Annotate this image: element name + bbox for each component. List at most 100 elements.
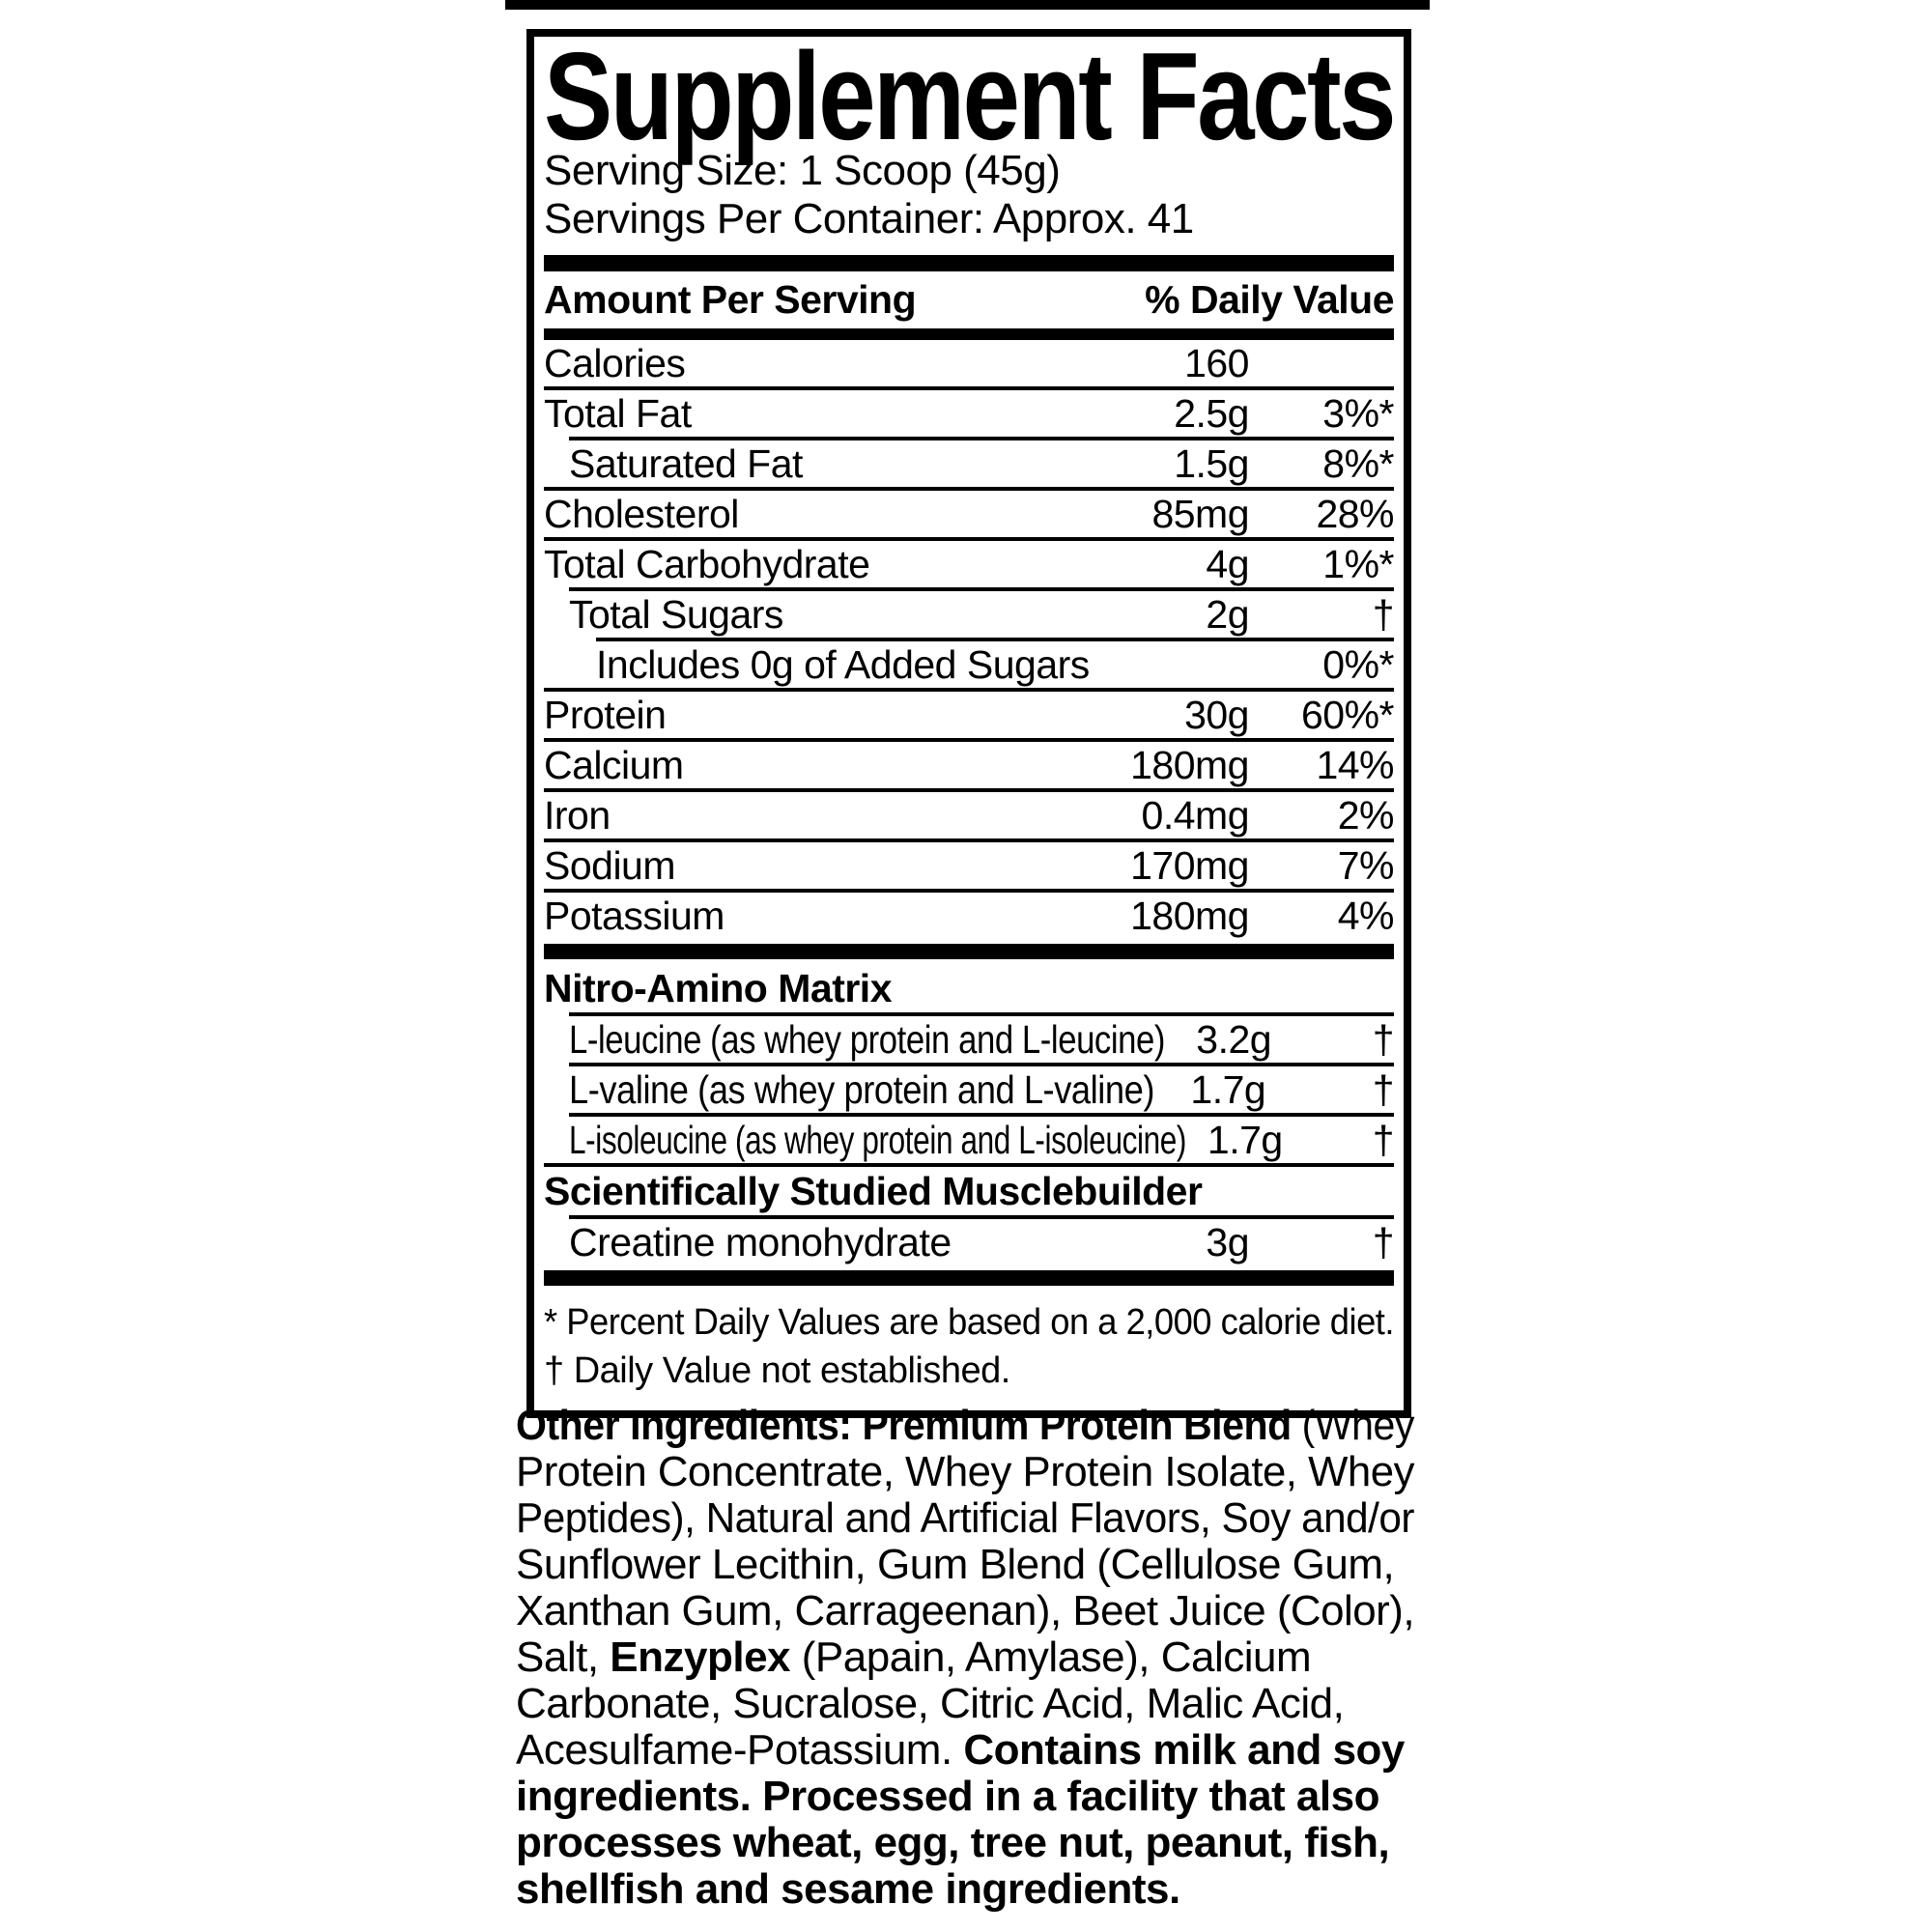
section-heading: Scientifically Studied Musclebuilder xyxy=(544,1168,1203,1213)
nutrient-rows: Calories 160 Total Fat 2.5g 3%* Saturated Fat… xyxy=(544,340,1395,1286)
paragraph-line: Xanthan Gum, Carrageenan), Beet Juice (C… xyxy=(516,1587,1414,1634)
nutrient-name: L-isoleucine (as whey protein and L-isol… xyxy=(569,1117,1186,1162)
nutrient-row: L-isoleucine (as whey protein and L-isol… xyxy=(544,1117,1395,1163)
column-header-amount: Amount Per Serving xyxy=(544,277,917,322)
row-separator xyxy=(544,838,1394,842)
nutrient-amount: 180mg xyxy=(1130,742,1249,787)
row-separator xyxy=(569,587,1394,591)
nutrient-amount: 2g xyxy=(1206,591,1249,637)
nutrient-name: Total Sugars xyxy=(569,591,783,637)
nutrient-amount: 170mg xyxy=(1130,842,1249,888)
nutrient-amount: 2.5g xyxy=(1174,390,1249,436)
serving-size-line: Serving Size: 1 Scoop (45g) xyxy=(544,147,1061,194)
nutrient-daily-value: 4% xyxy=(1337,893,1395,938)
paragraph-line: ingredients. Processed in a facility tha… xyxy=(516,1773,1379,1820)
nutrient-daily-value: 28% xyxy=(1316,491,1394,536)
footnote-dagger: † Daily Value not established. xyxy=(544,1350,1010,1391)
nutrient-name: Calcium xyxy=(544,742,684,787)
nutrient-amount: 3.2g xyxy=(1196,1016,1272,1062)
paragraph-line: Peptides), Natural and Artificial Flavor… xyxy=(516,1494,1414,1542)
row-separator xyxy=(569,437,1394,440)
row-separator xyxy=(569,1113,1394,1117)
nutrient-row: L-valine (as whey protein and L-valine) 1… xyxy=(544,1066,1394,1113)
table-header: Amount Per Serving % Daily Value xyxy=(544,271,1394,328)
thick-divider xyxy=(544,1270,1394,1286)
paragraph-line: shellfish and sesame ingredients. xyxy=(516,1865,1180,1913)
nutrient-row: Total Fat 2.5g 3%* xyxy=(544,390,1395,437)
nutrient-daily-value: † xyxy=(1372,1117,1395,1162)
nutrient-amount: 160 xyxy=(1184,340,1249,385)
nutrient-daily-value: 2% xyxy=(1337,792,1395,838)
nutrient-daily-value: 8%* xyxy=(1322,440,1394,486)
header-bottom-bar xyxy=(544,328,1394,340)
nutrient-amount: 180mg xyxy=(1130,893,1249,938)
nutrient-daily-value: 0%* xyxy=(1322,641,1394,687)
nutrient-row: Total Carbohydrate 4g 1%* xyxy=(544,541,1395,587)
nutrient-name: Potassium xyxy=(544,893,724,938)
paragraph-line: Salt, Enzyplex (Papain, Amylase), Calciu… xyxy=(516,1634,1312,1681)
nutrient-row: Calories 160 xyxy=(544,340,1394,386)
nutrient-row: Protein 30g 60%* xyxy=(544,692,1395,738)
nutrient-name: Includes 0g of Added Sugars xyxy=(596,641,1090,687)
servings-per-container-line: Servings Per Container: Approx. 41 xyxy=(544,195,1194,242)
row-separator xyxy=(544,537,1394,541)
nutrient-name: Saturated Fat xyxy=(569,440,803,486)
paragraph-line: Acesulfame-Potassium. Contains milk and … xyxy=(516,1726,1405,1774)
nutrient-name: Sodium xyxy=(544,842,676,888)
footnote-asterisk: * Percent Daily Values are based on a 2,… xyxy=(544,1302,1394,1343)
nutrient-name: Calories xyxy=(544,340,686,385)
nutrient-row: Iron 0.4mg 2% xyxy=(544,792,1395,838)
nutrient-name: L-leucine (as whey protein and L-leucine… xyxy=(569,1016,1165,1062)
nutrient-amount: 1.5g xyxy=(1174,440,1249,486)
row-separator xyxy=(544,688,1394,692)
other-ingredients-paragraph: Other Ingredients: Premium Protein Blend… xyxy=(516,1403,1414,1913)
nutrient-daily-value: 7% xyxy=(1337,842,1395,888)
nutrient-name: Iron xyxy=(544,792,611,838)
nutrient-daily-value: † xyxy=(1372,591,1395,637)
row-separator xyxy=(544,1163,1394,1167)
nutrient-amount: 1.7g xyxy=(1190,1066,1266,1112)
nutrient-row: Sodium 170mg 7% xyxy=(544,842,1395,889)
row-separator xyxy=(544,386,1394,390)
row-separator xyxy=(569,1063,1394,1066)
nutrient-name: L-valine (as whey protein and L-valine) xyxy=(569,1066,1154,1112)
nutrient-daily-value: 1%* xyxy=(1322,541,1394,586)
paragraph-line: Other Ingredients: Premium Protein Blend… xyxy=(516,1402,1414,1449)
nutrient-row: Cholesterol 85mg 28% xyxy=(544,491,1395,537)
nutrient-amount: 30g xyxy=(1184,692,1249,737)
nutrient-row: Potassium 180mg 4% xyxy=(544,893,1395,939)
panel-title: Supplement Facts xyxy=(544,27,1396,166)
column-header-daily-value: % Daily Value xyxy=(1145,277,1394,322)
nutrient-row: L-leucine (as whey protein and L-leucine… xyxy=(544,1016,1395,1063)
nutrient-row: Creatine monohydrate 3g † xyxy=(544,1219,1395,1265)
nutrient-amount: 3g xyxy=(1206,1219,1249,1264)
nutrient-name: Cholesterol xyxy=(544,491,739,536)
thick-divider xyxy=(544,944,1394,959)
nutrient-row: Saturated Fat 1.5g 8%* xyxy=(544,440,1395,487)
row-separator xyxy=(544,738,1394,742)
row-separator xyxy=(544,487,1394,491)
top-cut-line xyxy=(505,0,1430,10)
nutrient-daily-value: 60%* xyxy=(1300,692,1395,737)
row-separator xyxy=(569,1012,1394,1016)
nutrient-name: Total Carbohydrate xyxy=(544,541,870,586)
row-separator xyxy=(544,788,1394,792)
nutrient-daily-value: 14% xyxy=(1316,742,1394,787)
nutrient-name: Total Fat xyxy=(544,390,692,436)
nutrient-row: Calcium 180mg 14% xyxy=(544,742,1395,788)
nutrient-amount: 4g xyxy=(1206,541,1249,586)
nutrient-row: Total Sugars 2g † xyxy=(544,591,1395,638)
nutrient-amount: 85mg xyxy=(1151,491,1249,536)
row-separator xyxy=(596,638,1394,641)
paragraph-line: Carbonate, Sucralose, Citric Acid, Malic… xyxy=(516,1680,1345,1727)
nutrient-name: Creatine monohydrate xyxy=(569,1219,952,1264)
nutrient-amount: 1.7g xyxy=(1207,1117,1283,1162)
paragraph-line: Sunflower Lecithin, Gum Blend (Cellulose… xyxy=(516,1541,1395,1588)
nutrient-daily-value: 3%* xyxy=(1322,390,1394,436)
header-top-bar xyxy=(544,255,1394,271)
paragraph-line: Protein Concentrate, Whey Protein Isolat… xyxy=(516,1448,1414,1495)
nutrient-row: Includes 0g of Added Sugars 0%* xyxy=(544,641,1395,688)
supplement-facts-panel: Supplement Facts Serving Size: 1 Scoop (… xyxy=(526,29,1411,1418)
section-heading: Nitro-Amino Matrix xyxy=(544,965,893,1010)
row-separator xyxy=(569,1215,1394,1219)
